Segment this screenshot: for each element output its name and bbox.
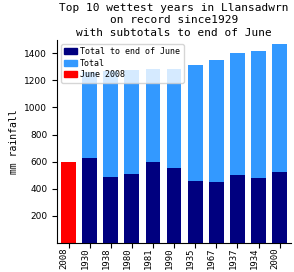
Bar <box>146 69 160 243</box>
Bar <box>82 157 97 243</box>
Bar <box>209 182 224 243</box>
Bar <box>188 181 203 243</box>
Legend: Total to end of June, Total, June 2008: Total to end of June, Total, June 2008 <box>61 44 183 83</box>
Bar <box>124 70 139 243</box>
Bar <box>103 71 118 243</box>
Bar <box>124 174 139 243</box>
Bar <box>230 53 245 243</box>
Bar <box>272 172 287 243</box>
Bar <box>61 162 76 243</box>
Bar <box>251 51 266 243</box>
Bar <box>251 178 266 243</box>
Bar <box>103 177 118 243</box>
Bar <box>209 60 224 243</box>
Bar <box>230 175 245 243</box>
Bar <box>272 44 287 243</box>
Bar <box>167 168 181 243</box>
Title: Top 10 wettest years in Llansadwrn
on record since1929
with subtotals to end of : Top 10 wettest years in Llansadwrn on re… <box>59 3 289 38</box>
Y-axis label: mm rainfall: mm rainfall <box>9 109 19 174</box>
Bar <box>146 162 160 243</box>
Bar <box>82 72 97 243</box>
Bar <box>188 65 203 243</box>
Bar <box>167 69 181 243</box>
